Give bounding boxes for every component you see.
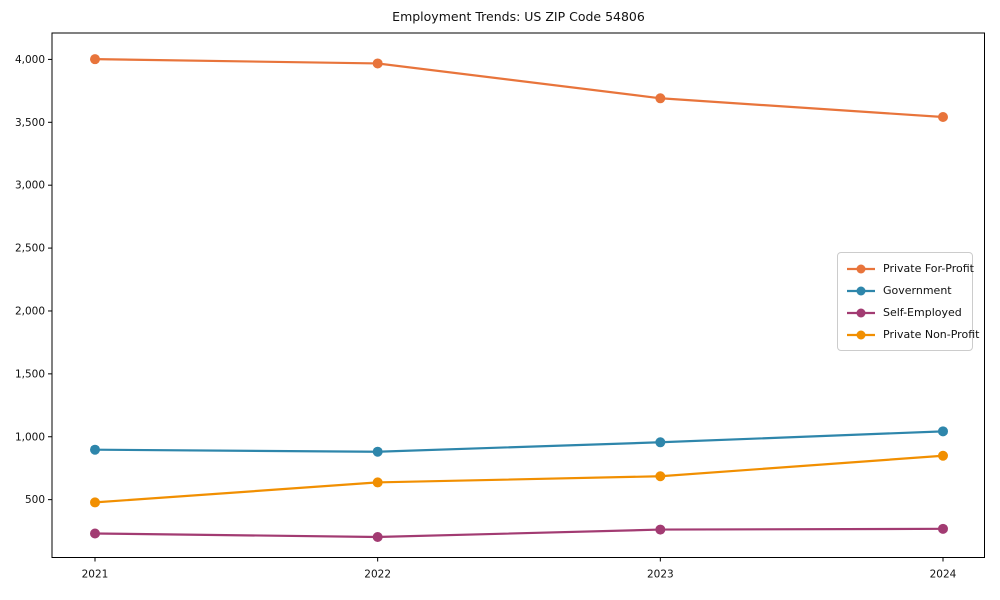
x-axis-tick-label: 2021 — [82, 569, 109, 581]
chart-title: Employment Trends: US ZIP Code 54806 — [392, 9, 645, 24]
series-line-2 — [93, 527, 945, 539]
legend-marker-icon — [847, 330, 875, 339]
y-axis-tick-label: 500 — [25, 494, 45, 506]
x-axis-tick-label: 2024 — [930, 569, 957, 581]
legend-item: Self-Employed — [846, 304, 966, 321]
data-point-marker — [655, 524, 666, 535]
data-point-marker — [938, 450, 948, 461]
y-axis-tick-label: 1,000 — [15, 431, 45, 443]
y-axis-tick-label: 1,500 — [15, 368, 45, 380]
legend-item: Private Non-Profit — [846, 326, 979, 343]
legend-marker-icon — [847, 264, 875, 273]
legend-marker-icon — [847, 308, 875, 317]
series-line-3 — [93, 454, 945, 504]
legend-item: Government — [846, 282, 966, 299]
legend-item-label: Self-Employed — [883, 306, 962, 319]
data-point-marker — [372, 58, 383, 69]
data-point-marker — [90, 497, 100, 508]
data-point-marker — [938, 112, 948, 123]
x-axis-tick-label: 2023 — [647, 569, 674, 581]
data-point-marker — [90, 444, 100, 455]
data-point-marker — [938, 426, 948, 437]
legend: Private For-Profit Government Self-Employe… — [837, 252, 979, 351]
data-point-marker — [90, 54, 100, 65]
y-axis-tick-label: 3,000 — [15, 180, 45, 192]
legend-item: Private For-Profit — [846, 260, 974, 277]
legend-item-label: Private Non-Profit — [883, 328, 980, 341]
data-point-marker — [938, 523, 948, 534]
data-point-marker — [372, 531, 383, 542]
data-point-marker — [655, 471, 666, 482]
legend-item-label: Private For-Profit — [883, 262, 974, 275]
plot-frame — [51, 32, 985, 558]
legend-item-label: Government — [883, 284, 952, 297]
data-point-marker — [372, 446, 383, 457]
y-axis-tick-label: 4,000 — [15, 54, 45, 66]
data-point-marker — [655, 437, 666, 448]
data-point-marker — [90, 528, 100, 539]
series-line-1 — [93, 430, 945, 453]
data-point-marker — [372, 477, 383, 488]
y-axis-tick-label: 3,500 — [15, 117, 45, 129]
legend-marker-icon — [847, 286, 875, 295]
y-axis-tick-label: 2,000 — [15, 305, 45, 317]
y-axis-tick-label: 2,500 — [15, 243, 45, 255]
data-point-marker — [655, 93, 666, 104]
series-line-0 — [93, 58, 945, 119]
x-axis-tick-label: 2022 — [364, 569, 391, 581]
